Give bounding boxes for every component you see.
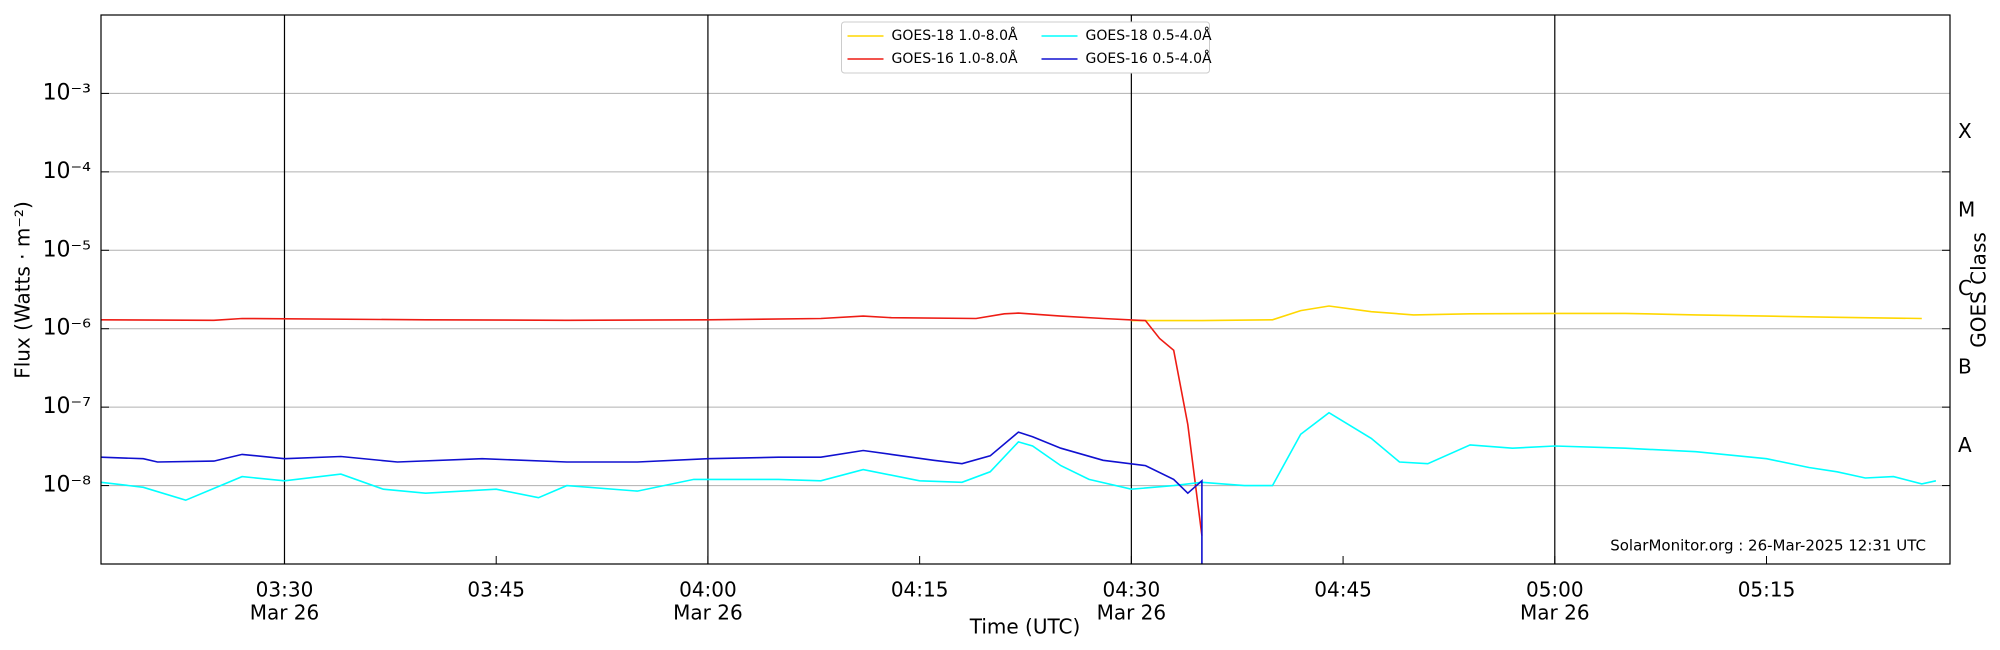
y-tick-label: 10⁻⁷	[43, 394, 91, 419]
legend-label: GOES-16 0.5-4.0Å	[1086, 50, 1212, 67]
y2-tick-label: B	[1958, 354, 1972, 378]
y-axis-label: Flux (Watts · m⁻²)	[11, 201, 35, 379]
legend-label: GOES-18 1.0-8.0Å	[892, 27, 1018, 44]
series-line	[101, 411, 1937, 502]
y2-tick-label: X	[1958, 119, 1972, 143]
annotation: SolarMonitor.org : 26-Mar-2025 12:31 UTC	[1610, 537, 1926, 555]
x-tick-label: 05:00	[1526, 578, 1584, 602]
x-tick-label: 05:15	[1738, 578, 1796, 602]
y-tick-label: 10⁻⁵	[43, 237, 91, 262]
x-tick-label: Mar 26	[1520, 601, 1590, 625]
y2-tick-label: C	[1958, 276, 1972, 300]
y2-tick-label: A	[1958, 433, 1972, 457]
series-line	[101, 312, 1203, 536]
y-tick-label: 10⁻³	[43, 80, 91, 105]
y-tick-label: 10⁻⁸	[43, 473, 92, 498]
y2-tick-label: M	[1958, 198, 1975, 222]
legend-label: GOES-16 1.0-8.0Å	[892, 50, 1018, 67]
y-tick-label: 10⁻⁶	[43, 316, 92, 341]
x-tick-label: Mar 26	[673, 601, 743, 625]
x-axis-label: Time (UTC)	[969, 615, 1081, 639]
plot-area	[101, 305, 1937, 564]
x-tick-label: 04:45	[1314, 578, 1372, 602]
plot-frame	[100, 14, 1951, 565]
x-tick-label: 03:45	[467, 578, 525, 602]
x-tick-label: Mar 26	[1097, 601, 1167, 625]
legend-box	[841, 21, 1210, 74]
x-tick-label: 04:30	[1103, 578, 1161, 602]
y-tick-label: 10⁻⁴	[43, 159, 92, 184]
x-tick-label: 03:30	[256, 578, 314, 602]
x-tick-label: 04:00	[679, 578, 737, 602]
series-line	[101, 431, 1203, 564]
legend-label: GOES-18 0.5-4.0Å	[1086, 27, 1212, 44]
x-tick-label: 04:15	[891, 578, 949, 602]
series-line	[1131, 305, 1922, 322]
x-tick-label: Mar 26	[250, 601, 320, 625]
y2-axis-label: GOES Class	[1967, 232, 1991, 348]
